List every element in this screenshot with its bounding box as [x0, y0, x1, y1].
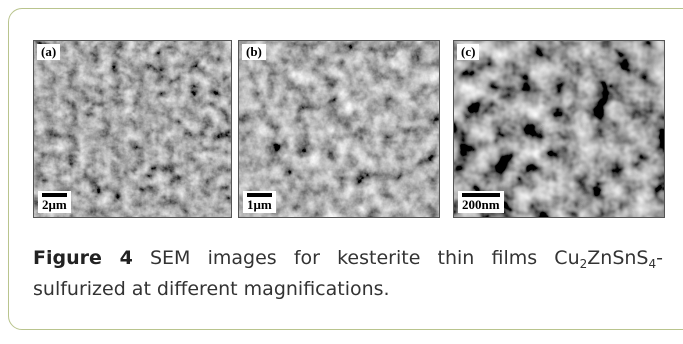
- sem-image: (a) 2μm: [33, 40, 232, 218]
- caption-label: Figure 4: [33, 247, 133, 269]
- scale-bar: 200nm: [458, 191, 504, 213]
- sem-image: (b) 1μm: [238, 40, 440, 218]
- scale-bar: 1μm: [243, 191, 276, 213]
- scale-label: 200nm: [462, 197, 500, 212]
- scale-label: 2μm: [42, 197, 67, 212]
- scale-bar: 2μm: [38, 191, 71, 213]
- page: {"figure": { "panels": [ {"label": "(a)"…: [0, 0, 683, 344]
- caption-text: SEM images for kesterite thin films Cu: [150, 247, 580, 269]
- panel-label: (b): [242, 44, 266, 60]
- panel-label: (c): [457, 44, 479, 60]
- subscript: 4: [649, 257, 657, 271]
- sem-image: (c) 200nm: [453, 40, 665, 218]
- scale-label: 1μm: [247, 197, 272, 212]
- figure-caption: Figure 4 SEM images for kesterite thin f…: [33, 243, 663, 305]
- caption-text: ZnSnS: [587, 247, 648, 269]
- panel-label: (a): [37, 44, 60, 60]
